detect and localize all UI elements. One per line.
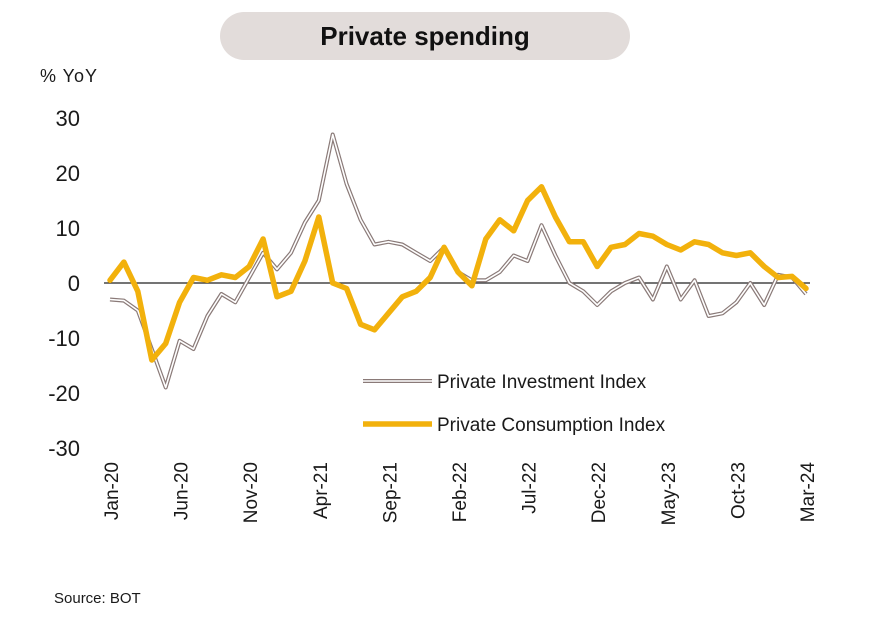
x-tick-label: Jun-20 [172,462,193,520]
y-axis-unit-label: % YoY [40,66,99,86]
x-tick-label: May-23 [659,462,680,525]
y-tick-label: -10 [48,326,80,351]
source-note: Source: BOT [54,590,141,607]
x-tick-label: Dec-22 [589,462,610,523]
x-tick-label: Jul-22 [520,462,541,514]
x-tick-label: Mar-24 [798,462,819,523]
x-tick-label: Nov-20 [241,462,262,523]
y-tick-label: 0 [68,271,80,296]
series-line-investment-outline [109,132,808,390]
x-tick-label: Sep-21 [380,462,401,523]
x-tick-label: Oct-23 [728,462,749,519]
x-tick-label: Jan-20 [102,462,123,520]
y-tick-label: -20 [48,381,80,406]
legend-label-investment: Private Investment Index [437,372,647,393]
legend-label-consumption: Private Consumption Index [437,415,666,436]
y-tick-label: 10 [56,216,80,241]
x-tick-label: Apr-21 [311,462,332,519]
x-tick-label: Feb-22 [450,462,471,522]
series-line-investment [109,133,807,389]
y-tick-label: -30 [48,436,80,461]
y-tick-label: 30 [56,106,80,131]
y-tick-label: 20 [56,161,80,186]
series-line-consumption [107,184,809,363]
chart-title: Private spending [220,12,630,60]
